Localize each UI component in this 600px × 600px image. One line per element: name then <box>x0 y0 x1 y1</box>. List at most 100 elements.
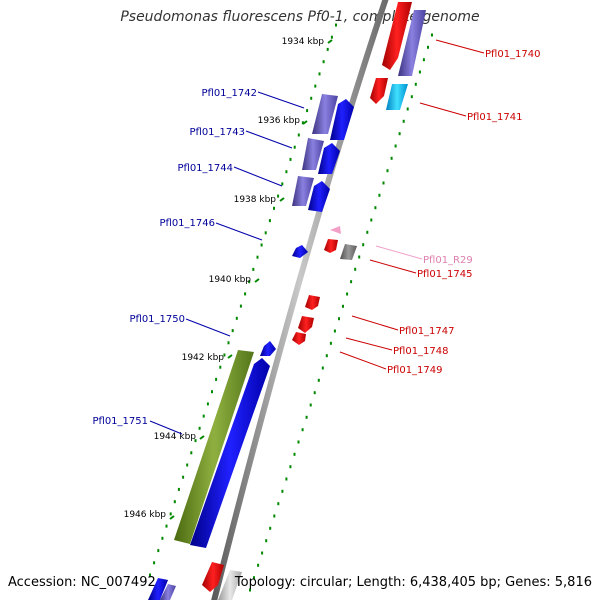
track-dot <box>149 573 151 577</box>
track-dot <box>153 561 156 565</box>
track-dot <box>182 475 185 479</box>
track-dot <box>239 304 242 308</box>
gene-label-pfl01-1749[interactable]: Pfl01_1749 <box>387 365 443 376</box>
scale-ruler: 1934 kbp 1936 kbp 1938 kbp 1940 kbp 1942… <box>124 37 333 520</box>
track-dot <box>322 60 325 64</box>
track-dot <box>297 440 300 444</box>
gene-pfl01-1743-purple[interactable] <box>302 138 324 170</box>
track-dot <box>301 121 304 125</box>
gene-pfl01-1743-blue[interactable] <box>318 143 340 174</box>
track-dot <box>310 96 313 100</box>
gene-pfl01-1745-grey[interactable] <box>340 244 357 260</box>
track-dot <box>206 402 209 406</box>
track-dot <box>198 426 201 430</box>
gene-pfl01-1741-cyan[interactable] <box>386 84 408 110</box>
gene-label-pfl01-1744[interactable]: Pfl01_1744 <box>177 163 233 174</box>
leader-line-pfl01-1743 <box>245 130 293 149</box>
gene-label-pfl01-1743[interactable]: Pfl01_1743 <box>189 127 245 138</box>
track-dot <box>281 182 284 186</box>
track-dot <box>211 390 213 394</box>
gene-pfl01-1745-red[interactable] <box>324 239 338 253</box>
gene-label-pfl01-1747[interactable]: Pfl01_1747 <box>399 326 455 337</box>
gene-pfl01-1742-blue[interactable] <box>330 99 354 140</box>
gene-pfl01-1741-red[interactable] <box>370 78 388 104</box>
track-dot <box>378 193 381 197</box>
track-dot <box>370 218 373 222</box>
track-dot <box>273 514 276 518</box>
track-dot <box>265 539 268 543</box>
track-dot <box>289 465 292 469</box>
track-dot <box>169 512 172 516</box>
gene-pfl01-1751-green[interactable] <box>174 350 254 544</box>
track-dot <box>410 95 413 99</box>
gene-pfl01-1740-purple[interactable] <box>398 10 426 76</box>
genome-title: Pseudomonas fluorescens Pf0-1, complete … <box>120 9 480 25</box>
track-dot <box>190 451 193 455</box>
gene-pfl01-1742-purple[interactable] <box>312 94 338 134</box>
gene-bottom-lightgrey[interactable] <box>218 570 242 600</box>
gene-pfl01-1746[interactable] <box>292 245 308 258</box>
track-dot <box>157 549 160 553</box>
leader-line-pfl01-1740 <box>435 39 485 54</box>
track-dot <box>285 170 288 174</box>
track-dot <box>354 267 357 271</box>
scale-label: 1946 kbp <box>124 510 167 520</box>
track-dot <box>256 255 259 259</box>
gene-bottom-blue[interactable] <box>148 578 168 600</box>
track-dot <box>317 378 320 382</box>
scale-tick <box>227 354 233 359</box>
gene-label-pfl01-1741[interactable]: Pfl01_1741 <box>467 112 523 123</box>
track-dot <box>382 181 385 185</box>
track-dot <box>386 169 389 173</box>
leader-line-pfl01-1741 <box>419 102 467 117</box>
scale-label: 1944 kbp <box>154 432 197 442</box>
gene-label-pfl01-r29[interactable]: Pfl01_R29 <box>423 255 473 266</box>
track-dot <box>374 206 377 210</box>
gene-label-pfl01-1745[interactable]: Pfl01_1745 <box>417 269 473 280</box>
gene-pfl01-1750[interactable] <box>260 341 276 356</box>
gene-bottom-purple[interactable] <box>160 584 176 600</box>
leader-line-pfl01-1751 <box>149 420 183 435</box>
track-dot <box>202 414 205 418</box>
gene-pfl01-1748[interactable] <box>298 316 314 333</box>
scale-tick <box>279 197 285 202</box>
gene-pfl01-1744-purple[interactable] <box>292 176 314 206</box>
track-dot <box>330 35 333 39</box>
track-dot <box>273 206 275 210</box>
track-dot <box>414 82 417 86</box>
track-dot <box>264 231 267 235</box>
track-dot <box>260 243 263 247</box>
gene-label-pfl01-1742[interactable]: Pfl01_1742 <box>201 88 257 99</box>
gene-label-pfl01-1740[interactable]: Pfl01_1740 <box>485 49 541 60</box>
track-dot <box>306 109 309 113</box>
track-dot <box>277 194 280 198</box>
track-dot <box>268 219 271 223</box>
gene-pfl01-1751-blue[interactable] <box>190 358 270 548</box>
genome-backbone <box>211 0 389 600</box>
track-dot <box>244 292 247 296</box>
gene-label-pfl01-1746[interactable]: Pfl01_1746 <box>159 218 215 229</box>
track-dot <box>248 280 251 284</box>
track-dot <box>321 366 324 370</box>
gene-pfl01-1740-red[interactable] <box>382 2 412 70</box>
leader-line-pfl01-1744 <box>233 166 283 187</box>
scale-tick <box>302 120 308 125</box>
scale-tick <box>254 278 260 283</box>
gene-label-pfl01-1750[interactable]: Pfl01_1750 <box>129 314 185 325</box>
track-dot <box>362 243 365 247</box>
track-dot <box>318 72 321 76</box>
leader-line-pfl01-1749 <box>339 351 387 370</box>
track-dot <box>231 329 234 333</box>
gene-label-pfl01-1748[interactable]: Pfl01_1748 <box>393 346 449 357</box>
track-dot <box>338 317 340 321</box>
gene-label-pfl01-1751[interactable]: Pfl01_1751 <box>92 416 148 427</box>
gene-pfl01-1744-blue[interactable] <box>308 181 330 212</box>
gene-bottom-red[interactable] <box>202 562 224 592</box>
scale-tick <box>327 39 333 44</box>
track-dot <box>161 536 164 540</box>
gene-pfl01-1749[interactable] <box>292 332 306 345</box>
gene-pfl01-1747[interactable] <box>305 295 320 310</box>
gene-pfl01-r29[interactable] <box>330 226 341 234</box>
scale-label: 1942 kbp <box>182 353 225 363</box>
